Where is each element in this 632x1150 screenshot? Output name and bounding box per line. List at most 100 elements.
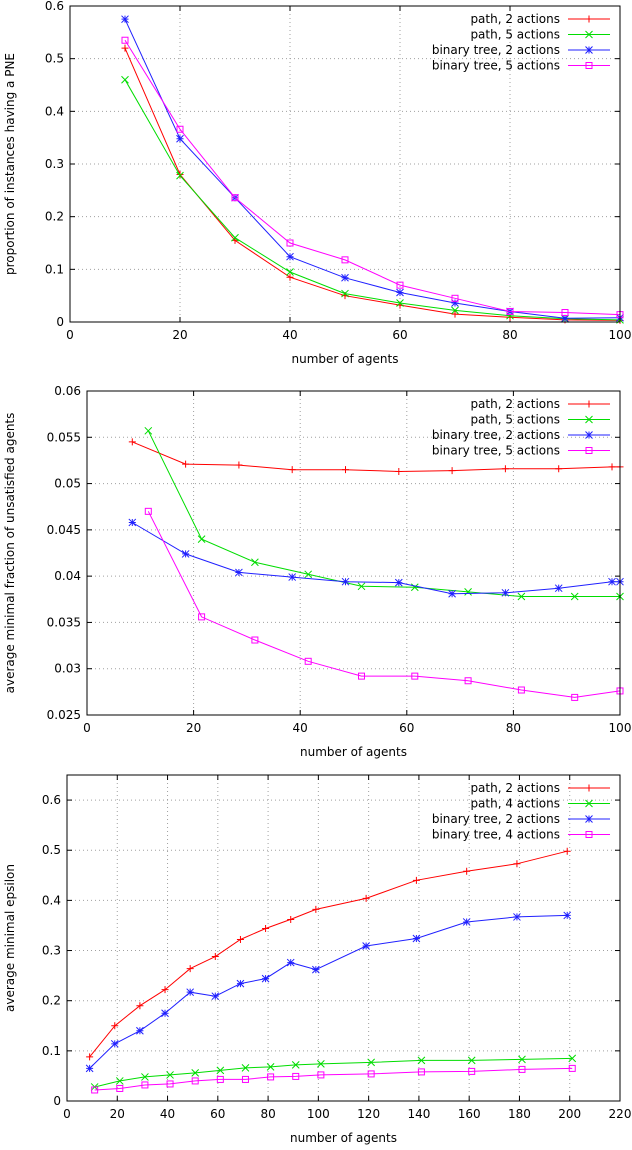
chart-2-series-binary-tree-4-actions-point: [241, 1075, 249, 1083]
chart-0-legend-marker: [585, 30, 593, 39]
chart-1-series-path-2-actions-point: [555, 465, 563, 473]
chart-1-legend-item: path, 5 actions: [470, 413, 610, 427]
chart-0-series-binary-tree-5-actions-point: [176, 125, 184, 133]
chart-2-series-path-4-actions-point: [317, 1060, 325, 1068]
chart-2-series-path-4-actions-point: [115, 1077, 124, 1085]
chart-1-series-binary-tree-2-actions-line: [132, 522, 620, 595]
chart-0-series-binary-tree-2-actions-point: [176, 134, 184, 143]
chart-2-series-path-2-actions-point: [161, 986, 169, 994]
chart-1-ytick-label: 0.06: [54, 384, 81, 398]
chart-2-series-binary-tree-4-actions-line: [94, 1067, 573, 1091]
chart-0-ytick-label: 0.2: [45, 210, 64, 224]
chart-0-ytick-label: 0.1: [45, 262, 64, 276]
chart-2-ticks: 0 20 40 60 80 100 120 140 160 180 200 220 0 0.1 0.2 0.3…: [42, 775, 632, 1121]
chart-2-legend-item: binary tree, 2 actions: [432, 812, 610, 826]
chart-1-series-binary-tree-2-actions-point: [235, 568, 243, 577]
chart-0-series-binary-tree-2-actions-point: [451, 299, 459, 307]
chart-0-series-path-5-actions-point: [451, 306, 459, 315]
chart-0-series-path-5-actions-point: [286, 268, 294, 276]
chart-0-series-path-5-actions-point: [231, 233, 239, 242]
chart-1-legend-label: path, 2 actions: [470, 397, 560, 411]
chart-0-ytick-label: 0.6: [45, 0, 64, 13]
chart-2-series-binary-tree-2-actions-point: [161, 1009, 169, 1018]
chart-1-legend-label: binary tree, 5 actions: [432, 444, 560, 458]
chart-1-xtick-label: 100: [609, 721, 632, 735]
chart-1-legend-label: binary tree, 2 actions: [432, 428, 560, 442]
chart-0-ytick-label: 0.3: [45, 157, 64, 171]
chart-1-series-binary-tree-5-actions-point: [517, 686, 525, 694]
chart-1-series-path-2-actions-point: [342, 466, 350, 474]
chart-1-series-binary-tree-5-actions: [144, 507, 624, 701]
chart-0-series-binary-tree-5-actions-point: [121, 36, 129, 44]
chart-2-legend-label: binary tree, 2 actions: [432, 812, 560, 826]
chart-0-series-path-5-actions-point: [121, 75, 129, 84]
chart-1-x-axis-title: number of agents: [300, 745, 407, 759]
chart-0-series-path-2-actions-line: [124, 47, 621, 321]
chart-1-series-binary-tree-5-actions-line: [147, 511, 621, 698]
chart-0-series-binary-tree-2-actions-line: [124, 18, 621, 319]
chart-2-series-binary-tree-4-actions-point: [267, 1073, 275, 1081]
chart-2-series-binary-tree-2-actions-point: [412, 934, 421, 943]
chart-2-series-path-2-actions-point: [86, 1053, 94, 1061]
chart-0-legend-marker: [585, 15, 593, 23]
chart-1-series-path-5-actions-point: [464, 588, 472, 596]
chart-1-series-binary-tree-2-actions: [128, 518, 624, 598]
chart-0-legend-label: binary tree, 2 actions: [432, 43, 560, 57]
chart-0-series-binary-tree-5-actions-point: [561, 309, 569, 317]
chart-2-ytick-label: 0: [53, 1094, 61, 1108]
chart-1-ytick-label: 0.045: [47, 523, 81, 537]
chart-1-series-binary-tree-2-actions-point: [128, 518, 137, 527]
chart-2-series-path-2-actions-line: [89, 850, 568, 1058]
chart-0-series-binary-tree-5-actions: [121, 36, 624, 319]
chart-2-series-path-4-actions-point: [241, 1064, 250, 1072]
chart-2-series-path-4-actions-point: [568, 1054, 577, 1063]
chart-2-series-binary-tree-2-actions-point: [236, 979, 245, 988]
chart-2-series-path-4-actions: [90, 1054, 577, 1091]
chart-1-series-binary-tree-5-actions-point: [411, 672, 419, 680]
chart-2-series-binary-tree-2-actions: [85, 911, 572, 1073]
chart-1-series-path-5-actions-point: [410, 583, 419, 592]
chart-2-series-binary-tree-4-actions-point: [367, 1070, 375, 1078]
chart-2-ytick-label: 0.6: [42, 793, 61, 807]
chart-2-xtick-label: 140: [407, 1107, 430, 1121]
chart-0-series-binary-tree-5-actions-line: [124, 39, 621, 316]
chart-1-series-binary-tree-2-actions-point: [554, 584, 563, 593]
chart-2-series-path-2-actions-point: [463, 867, 471, 875]
chart-2-series-path-4-actions-point: [216, 1066, 225, 1075]
chart-2-series-path-2-actions-point: [287, 915, 295, 923]
chart-0-ytick-label: 0.5: [45, 52, 64, 66]
chart-2-series-path-2-actions: [86, 847, 571, 1061]
chart-1-xtick-label: 40: [293, 721, 308, 735]
chart-2-xtick-label: 80: [260, 1107, 275, 1121]
chart-0-x-axis-title: number of agents: [292, 352, 399, 366]
chart-2-legend-marker: [585, 784, 593, 792]
chart-0-series-path-5-actions-point: [176, 171, 184, 180]
chart-0-series-binary-tree-2-actions-point: [396, 288, 404, 297]
chart-2-series-binary-tree-2-actions-point: [362, 942, 370, 950]
chart-1-ytick-label: 0.05: [54, 477, 81, 491]
chart-2-series-binary-tree-2-actions-point: [136, 1026, 144, 1035]
chart-0-series-path-2-actions-point: [286, 273, 294, 281]
chart-2-series-binary-tree-4-actions-point: [292, 1072, 300, 1080]
chart-2-series-path-2-actions-point: [412, 876, 420, 884]
chart-2-legend-marker: [585, 815, 593, 823]
chart-1-ytick-label: 0.055: [47, 430, 81, 444]
chart-2-series-binary-tree-4-actions-point: [141, 1081, 149, 1089]
chart-2-xtick-label: 220: [609, 1107, 632, 1121]
chart-2-series-path-2-actions-point: [111, 1022, 119, 1030]
chart-2-series-binary-tree-2-actions-point: [563, 911, 572, 920]
chart-1-series-binary-tree-2-actions-point: [608, 577, 616, 586]
chart-1-xtick-label: 0: [83, 721, 91, 735]
chart-0-legend-marker: [585, 62, 593, 69]
chart-2-ytick-label: 0.4: [42, 893, 61, 907]
chart-1-series-binary-tree-5-actions-point: [357, 672, 365, 680]
chart-0-xtick-label: 40: [282, 328, 297, 342]
chart-0-series-binary-tree-5-actions-point: [396, 281, 404, 289]
chart-1-series-path-5-actions-point: [144, 426, 153, 435]
chart-1-ytick-label: 0.03: [54, 662, 81, 676]
chart-0-series-binary-tree-5-actions-point: [286, 239, 294, 247]
chart-2-xtick-label: 0: [63, 1107, 71, 1121]
chart-1-series-path-5-actions-point: [570, 592, 579, 601]
chart-1-series-binary-tree-5-actions-point: [251, 636, 259, 644]
